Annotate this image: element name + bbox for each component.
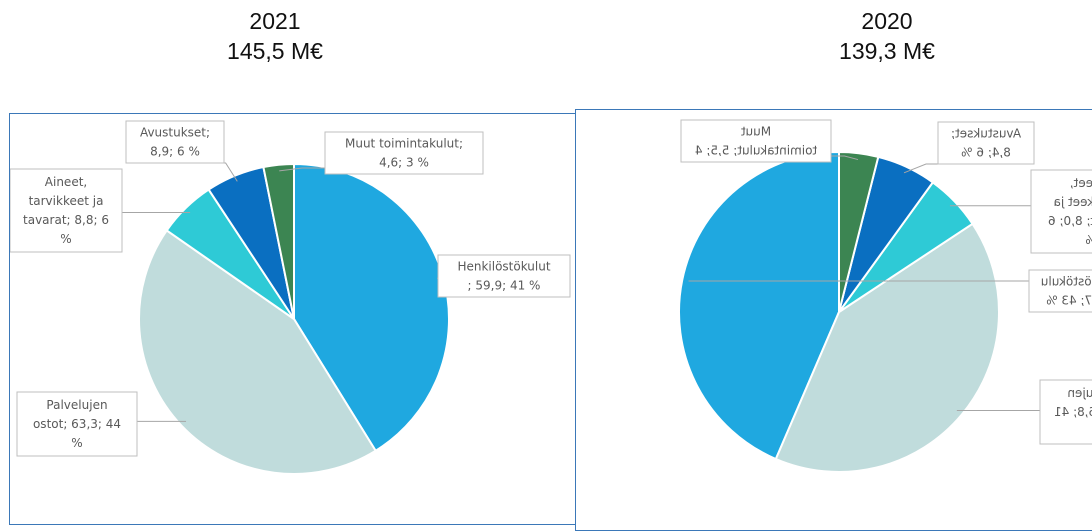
data-label-text: 8,9; 6 % xyxy=(150,145,200,159)
leader-lines xyxy=(122,162,438,422)
pie-chart-2021: Henkilöstökulut ; 59,9; 41 % Palvelujen ost… xyxy=(10,120,571,475)
leader-lines xyxy=(688,155,1040,412)
data-label-text: toimintakulut; 5,5; 4 xyxy=(695,144,817,158)
data-label-box xyxy=(10,168,123,253)
data-label-text: 8,4; 6 % xyxy=(961,146,1011,160)
pie-slice-muut-toimintakulut xyxy=(262,162,295,320)
pie-slice-muut-toimintakulut xyxy=(838,150,880,313)
pie-chart-panel-2021: Henkilöstökulut ; 59,9; 41 % Palvelujen ost… xyxy=(9,113,576,525)
data-label-text: Avustukset; xyxy=(951,127,1021,141)
data-label-box xyxy=(16,391,138,457)
data-labels: Henkilöstökulu t; 60,7; 43 % Palvelujen ost… xyxy=(680,119,1092,445)
data-label-text: tavarat; 8,8; 6 xyxy=(23,213,109,227)
data-labels: Henkilöstökulut ; 59,9; 41 % Palvelujen ost… xyxy=(10,120,571,457)
data-label-text: t; 60,7; 43 % xyxy=(1046,294,1092,308)
pie-slices xyxy=(138,162,450,475)
leader-line xyxy=(279,167,325,172)
data-label-box xyxy=(1030,169,1092,254)
data-label-box xyxy=(937,121,1035,165)
data-label-text: Aineet, xyxy=(1070,176,1092,190)
data-label-text: Palvelujen xyxy=(1067,386,1092,400)
data-label-text: Palvelujen xyxy=(46,398,107,412)
data-label-text: ostot; 56,8; 41 xyxy=(1054,405,1092,419)
pie-chart-panel-2020: Henkilöstökulu t; 60,7; 43 % Palvelujen ost… xyxy=(575,109,1092,531)
data-label-text: Aineet, xyxy=(45,175,87,189)
leader-line xyxy=(831,155,859,161)
data-label-box xyxy=(680,119,832,163)
chart-total: 145,5 M€ xyxy=(227,38,323,64)
data-label-text: 4,6; 3 % xyxy=(379,156,429,170)
pie-slice-palvelujen-ostot xyxy=(138,229,378,475)
pie-slices xyxy=(678,150,1000,473)
data-label-text: % xyxy=(71,436,82,450)
chart-year: 2021 xyxy=(249,8,301,34)
data-label-box xyxy=(125,120,225,164)
data-label-text: Avustukset; xyxy=(140,126,210,140)
data-label-box xyxy=(1028,269,1092,313)
data-label-text: Muut toimintakulut; xyxy=(345,137,463,151)
data-label-text: Muut xyxy=(741,125,772,139)
data-label-text: Henkilöstökulut xyxy=(457,260,550,274)
data-label-text: tarvikkeet ja xyxy=(29,194,104,208)
chart-year: 2020 xyxy=(861,8,913,34)
data-label-text: % xyxy=(60,232,71,246)
data-label-text: tarvikkeet ja xyxy=(1054,195,1092,209)
data-label-text: ; 59,9; 41 % xyxy=(468,279,541,293)
data-label-box xyxy=(1039,379,1092,445)
data-label-box xyxy=(324,131,484,175)
data-label-text: % xyxy=(1085,233,1092,247)
pie-slice-henkilostokulut xyxy=(678,150,840,461)
chart-total: 139,3 M€ xyxy=(839,38,935,64)
pie-slice-palvelujen-ostot xyxy=(774,222,1000,473)
chart-title-2021: 2021 145,5 M€ xyxy=(125,6,425,66)
data-label-text: tavarat; 8,0; 6 xyxy=(1048,214,1092,228)
data-label-box xyxy=(437,254,571,298)
data-label-text: Henkilöstökulu xyxy=(1041,275,1092,289)
data-label-text: ostot; 63,3; 44 xyxy=(33,417,121,431)
chart-title-2020: 2020 139,3 M€ xyxy=(737,6,1037,66)
pie-chart-2020: Henkilöstökulu t; 60,7; 43 % Palvelujen ost… xyxy=(678,119,1092,473)
mirrored-chart-area: Henkilöstökulu t; 60,7; 43 % Palvelujen ost… xyxy=(576,110,1092,530)
